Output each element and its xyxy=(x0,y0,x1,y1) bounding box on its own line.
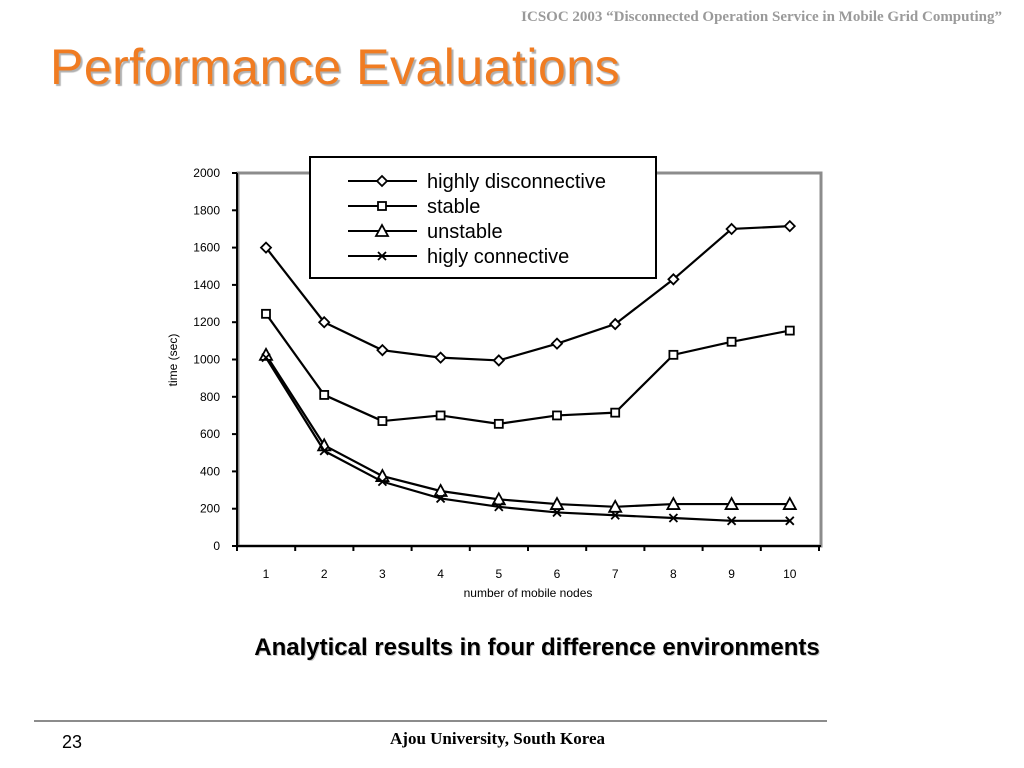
data-point-highly-disconnective xyxy=(317,315,331,329)
legend-marker-higly-connective xyxy=(377,251,387,261)
data-point-higly-connective xyxy=(610,510,620,520)
data-point-higly-connective xyxy=(726,516,737,526)
x-tick-label: 6 xyxy=(554,567,561,581)
data-point-highly-disconnective xyxy=(434,351,447,364)
data-point-higly-connective xyxy=(377,477,388,487)
data-point-highly-disconnective xyxy=(608,317,622,331)
x-tick-label: 10 xyxy=(783,567,797,581)
data-point-unstable xyxy=(782,496,798,510)
legend-label-higly-connective: higly connective xyxy=(427,246,569,268)
y-tick-label: 2000 xyxy=(193,166,220,180)
data-point-highly-disconnective xyxy=(492,354,506,367)
y-tick-label: 200 xyxy=(200,502,220,516)
data-point-unstable xyxy=(665,496,681,510)
data-point-stable xyxy=(726,336,737,347)
y-tick-label: 1200 xyxy=(193,315,220,329)
y-tick-label: 1400 xyxy=(193,278,220,292)
y-tick-label: 1800 xyxy=(193,203,220,217)
data-point-unstable xyxy=(433,483,449,497)
y-tick-label: 600 xyxy=(200,427,220,441)
data-point-higly-connective xyxy=(552,507,562,518)
data-point-stable xyxy=(435,410,446,421)
legend-marker-highly-disconnective xyxy=(375,174,389,188)
y-tick-label: 400 xyxy=(200,464,220,478)
y-tick-label: 1600 xyxy=(193,241,220,255)
x-tick-label: 5 xyxy=(495,567,502,581)
data-point-stable xyxy=(377,416,388,426)
legend-marker-stable xyxy=(377,201,387,211)
x-tick-label: 1 xyxy=(263,567,270,581)
data-point-highly-disconnective xyxy=(259,241,273,254)
presentation-header: ICSOC 2003 “Disconnected Operation Servi… xyxy=(521,9,1002,25)
x-axis-title: number of mobile nodes xyxy=(464,586,593,600)
page-number: 23 xyxy=(62,732,83,752)
series-line-highly-disconnective xyxy=(265,225,790,362)
data-point-highly-disconnective xyxy=(550,337,564,350)
legend-label-highly-disconnective: highly disconnective xyxy=(427,171,606,193)
x-tick-label: 4 xyxy=(437,567,444,581)
data-point-higly-connective xyxy=(668,513,679,523)
data-point-highly-disconnective xyxy=(376,343,389,357)
data-point-stable xyxy=(261,308,271,319)
y-tick-label: 1000 xyxy=(193,353,220,367)
data-point-stable xyxy=(319,390,330,400)
data-point-higly-connective xyxy=(319,446,329,456)
legend-box xyxy=(309,156,657,279)
data-point-higly-connective xyxy=(494,502,504,512)
data-point-unstable xyxy=(491,491,507,506)
x-tick-label: 7 xyxy=(612,567,619,581)
series-line-unstable xyxy=(265,354,790,508)
data-point-stable xyxy=(493,418,504,429)
data-point-stable xyxy=(784,325,795,336)
data-point-higly-connective xyxy=(261,352,271,363)
slide-title: Performance Evaluations xyxy=(50,39,621,95)
data-point-unstable xyxy=(724,496,740,510)
legend-label-stable: stable xyxy=(427,196,480,218)
data-point-higly-connective xyxy=(785,516,795,526)
y-axis-title: time (sec) xyxy=(166,334,180,387)
legend-marker-unstable xyxy=(374,223,390,237)
data-point-highly-disconnective xyxy=(667,273,680,286)
series-line-stable xyxy=(265,313,791,425)
data-point-stable xyxy=(610,407,621,418)
x-tick-label: 8 xyxy=(670,567,677,581)
data-point-unstable xyxy=(607,498,623,513)
y-tick-label: 0 xyxy=(213,539,220,553)
legend-label-unstable: unstable xyxy=(427,221,503,243)
data-point-highly-disconnective xyxy=(783,219,797,233)
data-point-highly-disconnective xyxy=(725,222,738,236)
data-point-unstable xyxy=(549,496,565,510)
y-tick-label: 800 xyxy=(200,390,220,404)
series-line-higly-connective xyxy=(265,357,790,522)
chart-caption: Analytical results in four difference en… xyxy=(254,634,820,661)
footer-divider xyxy=(34,720,827,722)
footer-affiliation: Ajou University, South Korea xyxy=(390,729,606,748)
data-point-stable xyxy=(552,410,562,421)
x-tick-label: 9 xyxy=(728,567,735,581)
x-tick-label: 3 xyxy=(379,567,386,581)
x-tick-label: 2 xyxy=(321,567,328,581)
data-point-stable xyxy=(668,349,679,360)
data-point-higly-connective xyxy=(435,493,446,504)
